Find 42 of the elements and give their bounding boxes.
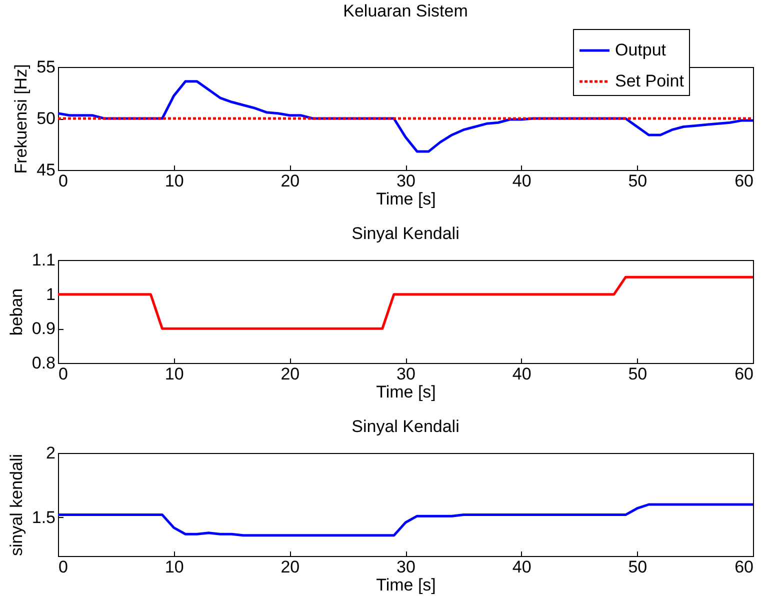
y-tick-label: 45: [36, 160, 56, 180]
x-tick-label: 0: [58, 364, 68, 384]
x-tick-label: 60: [734, 364, 754, 384]
y-tick-label: 2: [46, 444, 56, 462]
y-tick-label: 55: [36, 58, 56, 76]
x-axis-title: Time [s]: [376, 382, 436, 402]
x-tick-label: 20: [280, 364, 300, 384]
y-axis-title: sinyal kendali: [6, 454, 26, 556]
x-tick-label: 20: [280, 558, 300, 576]
x-tick-label: 40: [512, 558, 532, 576]
x-tick-label: 10: [164, 364, 184, 384]
x-tick-label: 50: [628, 558, 648, 576]
y-tick-label: 1: [46, 284, 56, 304]
x-tick-label: 30: [396, 364, 416, 384]
x-tick-label: 40: [512, 172, 532, 190]
x-tick-label: 60: [734, 558, 754, 576]
x-axis-title: Time [s]: [376, 190, 436, 208]
x-tick-label: 30: [396, 558, 416, 576]
chart-title: Sinyal Kendali: [352, 417, 460, 436]
x-tick-label: 0: [58, 172, 68, 190]
x-tick-label: 0: [58, 558, 68, 576]
y-axis-title: beban: [6, 288, 26, 336]
x-tick-label: 20: [280, 172, 300, 190]
x-tick-label: 30: [396, 172, 416, 190]
x-tick-label: 10: [164, 558, 184, 576]
y-tick-label: 1.5: [32, 508, 56, 527]
x-tick-label: 50: [628, 172, 648, 190]
x-tick-label: 60: [734, 172, 754, 190]
x-axis-title: Time [s]: [376, 576, 436, 594]
line-series: [58, 503, 753, 537]
y-tick-label: 0.8: [32, 354, 56, 372]
y-tick-label: 0.9: [32, 319, 56, 338]
y-axis-title: Frekuensi [Hz]: [12, 64, 31, 174]
x-tick-label: 10: [164, 172, 184, 190]
chart-title: Keluaran Sistem: [343, 2, 468, 20]
chart-title: Sinyal Kendali: [352, 224, 460, 243]
legend-label: Output: [615, 40, 666, 60]
x-tick-label: 50: [628, 364, 648, 384]
legend-label: Set Point: [615, 72, 684, 90]
y-tick-label: 1.1: [32, 250, 56, 270]
y-tick-label: 50: [36, 109, 56, 128]
x-tick-label: 40: [512, 364, 532, 384]
